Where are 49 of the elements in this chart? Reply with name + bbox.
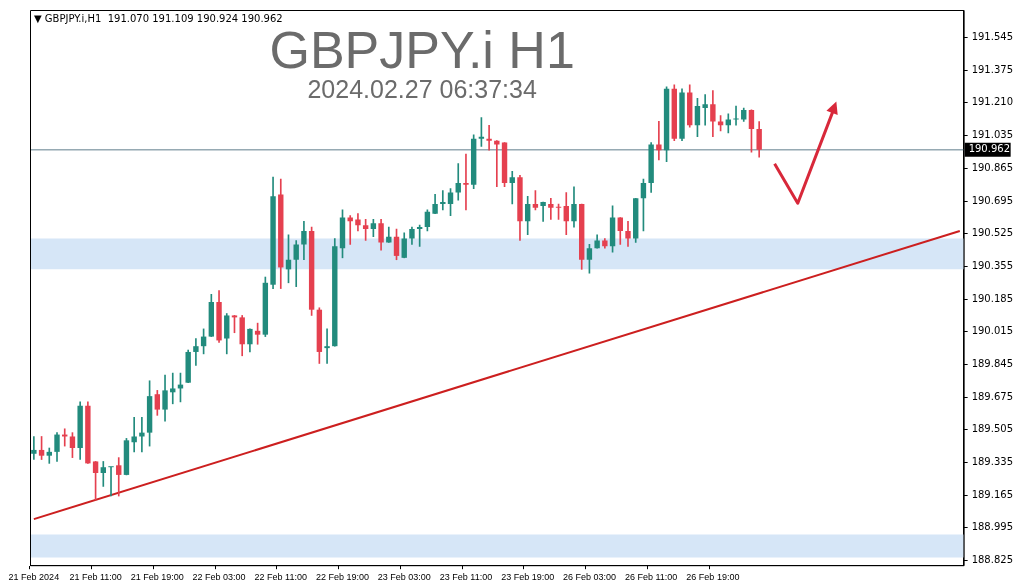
y-tick-label: 189.845 [971,358,1014,370]
candlestick [100,461,106,487]
y-tick-label: 190.865 [971,162,1014,174]
x-tick-label: 23 Feb 03:00 [377,572,431,583]
x-tick-label: 26 Feb 19:00 [686,572,740,583]
x-tick-label: 22 Feb 11:00 [254,572,307,583]
candlestick [455,163,461,201]
annotation: ▼ GBPJPY.i,H1 191.070 191.109 190.924 190.962 [34,13,283,24]
x-tick-label: 23 Feb 19:00 [501,572,555,583]
y-tick-label: 190.525 [971,227,1014,239]
y-tick-label: 190.015 [971,325,1014,337]
candlestick [324,328,330,364]
x-tick-label: 23 Feb 11:00 [439,572,493,583]
x-tick-label: 26 Feb 03:00 [562,572,616,583]
y-tick-label: 191.375 [971,64,1014,76]
candlestick [131,416,137,453]
candlestick [702,94,708,126]
candlestick [463,153,469,211]
y-tick-label: 189.335 [971,456,1014,468]
y-tick-label: 191.545 [971,31,1014,43]
candlestick [347,215,353,245]
y-tick-label: 189.505 [971,423,1014,435]
x-tick-label: 21 Feb 19:00 [130,572,184,583]
candlestick [486,124,492,151]
y-tick-label: 188.995 [971,521,1014,533]
candlestick [440,190,446,211]
candlestick [31,436,37,460]
candlestick [548,197,554,220]
candlestick [509,171,515,205]
candlestick [733,105,739,126]
candlestick [540,201,546,222]
y-tick-label: 191.210 [971,95,1014,107]
candlestick [193,338,199,366]
x-tick-label: 22 Feb 19:00 [315,572,370,583]
candlestick [170,372,176,405]
ref-line-label: 190.962 [968,143,1011,155]
y-tick-label: 190.695 [971,194,1014,206]
y-tick-label: 189.165 [971,488,1014,500]
y-tick-label: 189.675 [971,390,1014,402]
y-tick-label: 191.035 [971,129,1014,141]
x-tick-label: 22 Feb 03:00 [192,572,246,583]
candlestick [108,466,114,497]
x-tick-label: 21 Feb 11:00 [69,572,122,583]
candlestick [656,121,662,161]
y-tick-label: 190.185 [971,292,1014,304]
x-tick-label: 21 Feb 2024 [8,572,60,583]
y-tick-label: 188.825 [971,553,1014,565]
y-tick-label: 190.355 [971,260,1014,272]
x-tick-label: 26 Feb 11:00 [624,572,678,583]
